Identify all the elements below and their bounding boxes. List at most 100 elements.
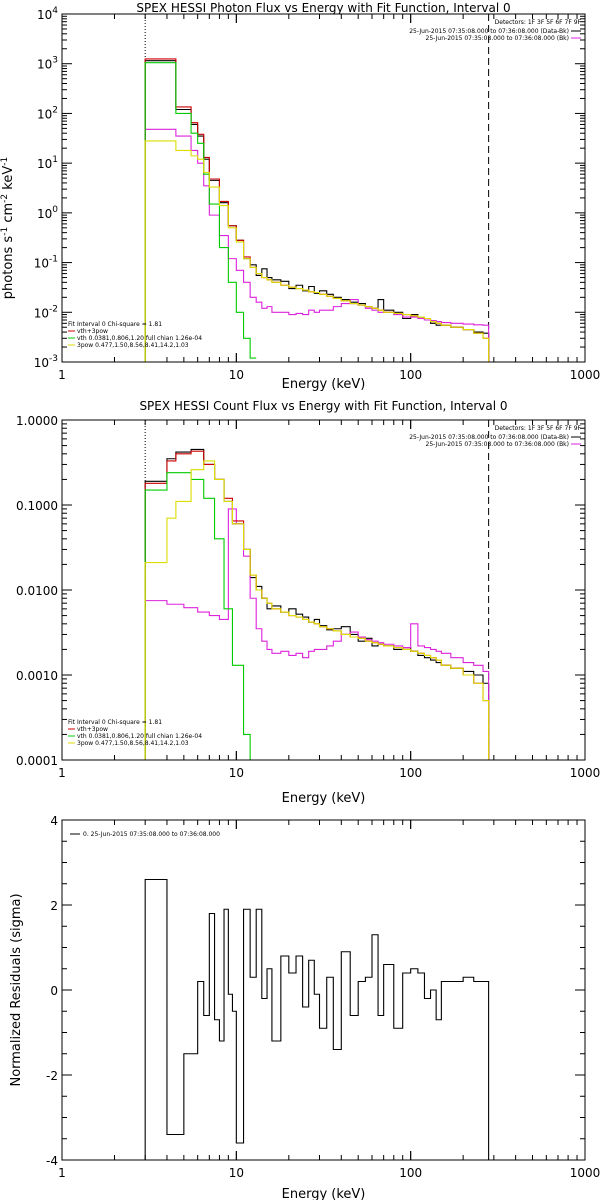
series-bk — [144, 508, 490, 760]
legend-entry: vth 0.0381,0.806,1.20 full chian 1.26e-0… — [77, 733, 202, 740]
chart-panel-3: 1 10 100 1000 -4 -2 0 2 4 Energy (keV) Normalized … — [9, 814, 600, 1202]
y-tick-label: 104 — [37, 6, 58, 22]
y-tick-label: 101 — [37, 155, 58, 171]
y-axis-label: Normalized Residuals (sigma) — [9, 893, 24, 1086]
y-tick-label-base: 10 — [34, 306, 49, 320]
y-tick-label-exponent: 0 — [52, 205, 58, 215]
x-axis-ticks: 1 10 100 1000 — [58, 14, 600, 382]
plot-frame — [61, 819, 586, 1161]
legend-entry: vth+3pow — [77, 328, 108, 335]
y-tick-label: 0.0010 — [16, 669, 58, 683]
legend-entry: 25-Jun-2015 07:35:08.000 to 07:36:08.000… — [409, 434, 569, 441]
y-axis-label-part: -2 — [0, 194, 10, 203]
x-tick-label: 1000 — [570, 368, 600, 382]
y-axis-label-part: -1 — [0, 157, 10, 166]
x-axis-label: Energy (keV) — [282, 377, 366, 392]
legend-entry: 0. 25-Jun-2015 07:35:08.000 to 07:36:08.… — [83, 831, 220, 838]
chart-title: SPEX HESSI Count Flux vs Energy with Fit… — [139, 399, 507, 413]
series-group — [144, 878, 490, 1160]
y-tick-label-base: 10 — [37, 107, 52, 121]
legend-top-right: Detectors: 1F 3F 5F 6F 7F 9F 25-Jun-2015 … — [409, 19, 581, 42]
legend-header: Fit Interval 0 Chi-square = 1.81 — [68, 321, 162, 328]
x-tick-label: 10 — [229, 1166, 244, 1180]
x-tick-label: 1 — [58, 766, 66, 780]
y-axis-label-part: photons s — [1, 236, 16, 300]
y-tick-label-exponent: 4 — [52, 6, 58, 16]
y-tick-label-base: 10 — [34, 257, 49, 271]
legend-bottom-left: Fit Interval 0 Chi-square = 1.81vth+3pow… — [68, 719, 202, 747]
x-tick-label: 10 — [229, 766, 244, 780]
x-tick-label: 1000 — [570, 1166, 600, 1180]
chart-panel-1: SPEX HESSI Photon Flux vs Energy with Fi… — [0, 1, 600, 392]
plot-frame — [61, 419, 586, 761]
series-vth — [144, 62, 257, 362]
x-tick-label: 1000 — [570, 766, 600, 780]
legend-header: Fit Interval 0 Chi-square = 1.81 — [68, 719, 162, 726]
series-residuals — [144, 878, 490, 1160]
y-axis-label-part: cm — [1, 203, 16, 227]
legend-entry: 25-Jun-2015 07:35:08.000 to 07:36:08.000… — [426, 35, 569, 42]
y-axis-label-part: -1 — [0, 227, 10, 236]
y-tick-label: 10-3 — [34, 354, 58, 370]
x-axis-label: Energy (keV) — [282, 1187, 366, 1200]
y-axis-label: photons s-1 cm-2 keV-1 — [0, 157, 16, 299]
legend-top-right: Detectors: 1F 3F 5F 6F 7F 9F 25-Jun-2015 … — [409, 425, 581, 448]
series-3pow — [144, 140, 490, 362]
x-axis-ticks: 1 10 100 1000 — [58, 820, 600, 1180]
x-tick-label: 1 — [58, 1166, 66, 1180]
legend-bottom-left: Fit Interval 0 Chi-square = 1.81vth+3pow… — [68, 321, 202, 349]
x-tick-label: 100 — [399, 1166, 422, 1180]
y-tick-label: 1.0000 — [16, 414, 58, 428]
series-group — [144, 58, 490, 362]
y-tick-label: 4 — [50, 814, 58, 828]
legend-top-left: 0. 25-Jun-2015 07:35:08.000 to 07:36:08.… — [70, 831, 220, 838]
legend-header: Detectors: 1F 3F 5F 6F 7F 9F — [495, 425, 582, 432]
series-group — [144, 448, 490, 760]
y-tick-label-exponent: -2 — [49, 304, 58, 314]
x-axis-ticks: 1 10 100 1000 — [58, 420, 600, 780]
y-tick-label: 102 — [37, 105, 58, 121]
y-tick-label: 10-1 — [34, 255, 58, 271]
legend-entry: vth+3pow — [77, 726, 108, 733]
series-vth — [144, 472, 251, 760]
plot-frame — [61, 13, 586, 363]
series-3pow — [144, 460, 490, 760]
legend-entry: vth 0.0381,0.806,1.20 full chian 1.26e-0… — [77, 335, 202, 342]
legend-entry: 3pow 0.477,1.50,8.56,8.41,14.2,1.03 — [77, 740, 189, 747]
x-tick-label: 100 — [399, 368, 422, 382]
y-tick-label: -4 — [46, 1154, 58, 1168]
chart-panel-2: SPEX HESSI Count Flux vs Energy with Fit… — [16, 399, 600, 806]
y-tick-label-base: 10 — [37, 157, 52, 171]
y-tick-label-base: 10 — [37, 58, 52, 72]
x-axis-label: Energy (keV) — [282, 791, 366, 806]
y-axis-label-part: keV — [1, 166, 16, 194]
y-tick-label: 0.1000 — [16, 499, 58, 513]
y-tick-label: 103 — [37, 56, 58, 72]
y-axis-ticks: 0.0001 0.0010 0.0100 0.1000 1.0000 — [16, 414, 585, 768]
y-tick-label: 0 — [50, 984, 58, 998]
y-tick-label-base: 10 — [37, 207, 52, 221]
y-tick-label-exponent: 1 — [52, 155, 58, 165]
y-tick-label: 0.0001 — [16, 754, 58, 768]
y-axis-ticks: -4 -2 0 2 4 — [46, 814, 585, 1168]
legend-header: Detectors: 1F 3F 5F 6F 7F 9F — [495, 19, 582, 26]
x-tick-label: 10 — [229, 368, 244, 382]
y-tick-label-exponent: -3 — [49, 354, 58, 364]
legend-entry: 3pow 0.477,1.50,8.56,8.41,14.2,1.03 — [77, 342, 189, 349]
y-tick-label: 100 — [37, 205, 58, 221]
legend-entry: 25-Jun-2015 07:35:08.000 to 07:36:08.000… — [426, 441, 569, 448]
chart-title: SPEX HESSI Photon Flux vs Energy with Fi… — [136, 1, 510, 15]
y-tick-label-base: 10 — [34, 356, 49, 370]
y-tick-label: 10-2 — [34, 304, 58, 320]
y-tick-label-base: 10 — [37, 8, 52, 22]
y-tick-label: -2 — [46, 1069, 58, 1083]
legend-entry: 25-Jun-2015 07:35:08.000 to 07:36:08.000… — [409, 28, 569, 35]
x-tick-label: 1 — [58, 368, 66, 382]
y-tick-label: 2 — [50, 899, 58, 913]
x-tick-label: 100 — [399, 766, 422, 780]
y-tick-label: 0.0100 — [16, 584, 58, 598]
y-tick-label-exponent: -1 — [49, 255, 58, 265]
y-tick-label-exponent: 3 — [52, 56, 58, 66]
